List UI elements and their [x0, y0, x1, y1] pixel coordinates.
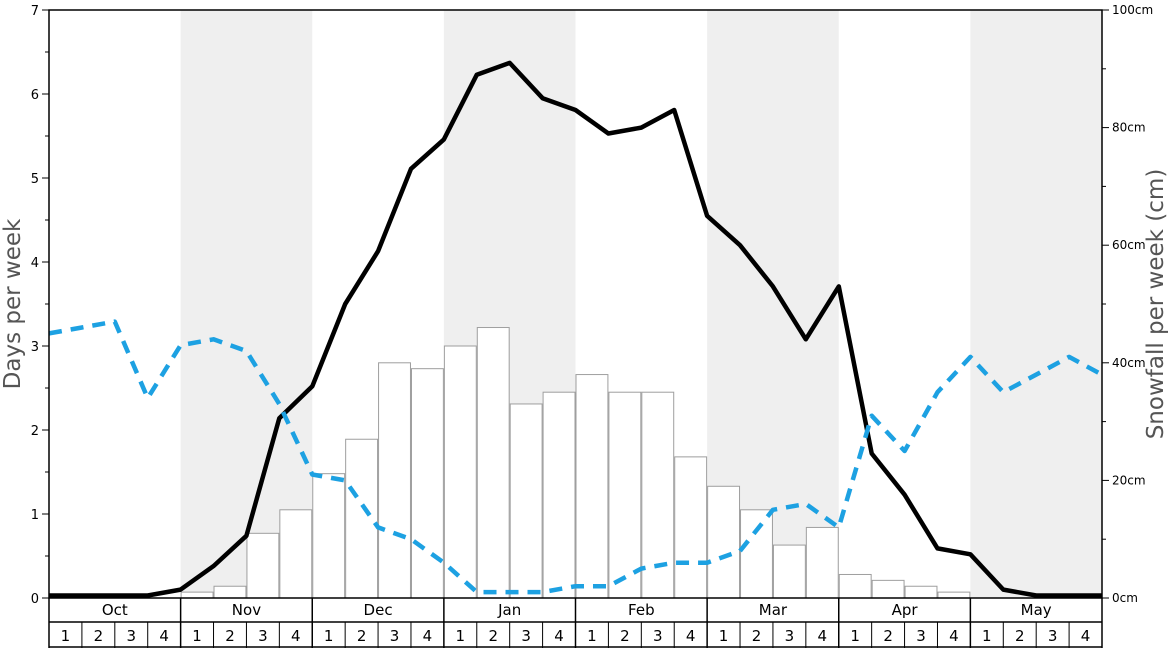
- left-tick-label: 2: [31, 424, 39, 439]
- right-tick-label: 0cm: [1112, 591, 1138, 605]
- snowfall-bar: [213, 585, 247, 599]
- week-label: 1: [719, 627, 729, 645]
- right-tick-label: 100cm: [1112, 3, 1153, 17]
- month-shade-may: [970, 10, 1102, 598]
- snow-days-line: [49, 60, 1102, 598]
- snowfall-dashed-line: [48, 319, 1104, 595]
- week-label: 2: [620, 627, 630, 645]
- month-label-dec: Dec: [364, 601, 393, 619]
- snowfall-bar: [772, 544, 806, 599]
- week-label: 1: [456, 627, 466, 645]
- snowfall-bar: [838, 573, 872, 599]
- snowfall-bar: [740, 509, 773, 599]
- week-label: 2: [357, 627, 367, 645]
- month-shade-nov: [180, 10, 313, 598]
- week-label: 1: [192, 627, 202, 645]
- snowfall-bars: [180, 327, 971, 599]
- right-tick-label: 80cm: [1112, 121, 1146, 135]
- snowfall-bar: [575, 374, 609, 599]
- month-shading: [180, 10, 1102, 598]
- left-tick-label: 3: [31, 340, 39, 355]
- week-label: 2: [225, 627, 235, 645]
- snowfall-bar: [674, 456, 708, 599]
- snowfall-bar: [279, 509, 313, 599]
- snowfall-bar: [180, 591, 214, 599]
- left-axis: 0 1 2 3 4 5 6 7: [31, 4, 49, 607]
- week-label: 2: [488, 627, 498, 645]
- snowfall-bar: [312, 473, 346, 599]
- week-label: 2: [752, 627, 762, 645]
- left-tick-label: 1: [31, 508, 39, 523]
- week-label: 2: [883, 627, 893, 645]
- snowfall-bar: [707, 485, 741, 599]
- snowfall-bar: [443, 345, 477, 599]
- snowfall-bar: [608, 391, 642, 599]
- right-tick-label: 60cm: [1112, 238, 1146, 252]
- month-label-feb: Feb: [628, 601, 655, 619]
- month-axis: Oct 1 2 3 4 Nov 1 2 3 4 Dec 1 2 3 4 Jan 1 2 3 4 Feb 1 2 3 4 Mar 1 2…: [48, 598, 1103, 648]
- snowfall-bar: [904, 585, 938, 599]
- week-label: 3: [126, 627, 136, 645]
- left-tick-label: 4: [31, 256, 39, 271]
- week-label: 3: [258, 627, 268, 645]
- left-tick-label: 5: [31, 172, 39, 187]
- snowfall-bar: [476, 327, 510, 599]
- week-label: 3: [785, 627, 795, 645]
- snowfall-bar: [805, 526, 839, 599]
- week-label: 1: [61, 627, 71, 645]
- week-label: 3: [916, 627, 926, 645]
- lines-layer: [48, 60, 1104, 598]
- week-label: 3: [1048, 627, 1058, 645]
- week-label: 1: [850, 627, 860, 645]
- week-label: 4: [949, 627, 959, 645]
- left-tick-label: 6: [31, 88, 39, 103]
- left-tick-label: 7: [31, 4, 39, 19]
- month-label-nov: Nov: [232, 601, 261, 619]
- week-label: 1: [324, 627, 334, 645]
- month-label-may: May: [1021, 601, 1052, 619]
- week-label: 4: [423, 627, 433, 645]
- right-tick-label: 20cm: [1112, 473, 1146, 487]
- week-label: 4: [818, 627, 828, 645]
- week-label: 1: [982, 627, 992, 645]
- snowfall-bar: [542, 391, 576, 599]
- week-label: 2: [94, 627, 104, 645]
- week-label: 3: [653, 627, 663, 645]
- month-label-oct: Oct: [102, 601, 128, 619]
- snowfall-bar: [509, 403, 543, 599]
- week-label: 4: [1081, 627, 1091, 645]
- right-axis: 0cm 20cm 40cm 60cm 80cm 100cm: [1102, 3, 1153, 605]
- week-label: 2: [1015, 627, 1025, 645]
- week-label: 3: [390, 627, 400, 645]
- week-label: 3: [521, 627, 531, 645]
- snowfall-bar: [378, 362, 411, 599]
- week-label: 4: [291, 627, 301, 645]
- left-axis-label: Days per week: [0, 218, 26, 389]
- right-axis-label: Snowfall per week (cm): [1143, 169, 1168, 440]
- right-tick-label: 40cm: [1112, 356, 1146, 370]
- month-label-mar: Mar: [759, 601, 788, 619]
- week-label: 4: [686, 627, 696, 645]
- snowfall-bar: [871, 579, 905, 599]
- snowfall-bar: [937, 591, 971, 599]
- snowfall-bar: [345, 438, 379, 599]
- snowfall-bar: [410, 368, 444, 599]
- month-label-jan: Jan: [497, 601, 521, 619]
- week-label: 4: [159, 627, 169, 645]
- week-label: 4: [554, 627, 564, 645]
- week-label: 1: [587, 627, 597, 645]
- month-label-apr: Apr: [892, 601, 919, 619]
- snowfall-bar: [246, 532, 280, 599]
- left-tick-label: 0: [31, 592, 39, 607]
